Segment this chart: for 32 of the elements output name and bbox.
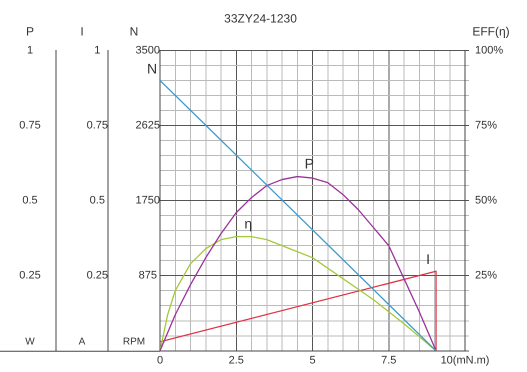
y-axis-title: N	[130, 24, 138, 39]
y3-tick-label: 0.5	[90, 194, 105, 207]
y-tick-label: 1750	[136, 194, 160, 207]
text: W	[25, 336, 36, 348]
y2-axis-title: EFF(η)	[472, 24, 510, 39]
y2-tick-label: 50%	[475, 194, 498, 207]
x-tick-label: 2.5	[228, 354, 244, 366]
text: 0.75	[19, 120, 41, 132]
y-tick-label: 3500	[136, 44, 160, 56]
series-label: N	[146, 60, 158, 76]
text: 1	[26, 44, 34, 56]
chart-title: 33ZY24-1230	[224, 12, 298, 26]
y2-tick-label: 25%	[475, 270, 498, 282]
x-tick-label: 10(mN.m)	[440, 354, 490, 366]
y2-tick-label: 75%	[475, 120, 498, 132]
y-tick-label: 2625	[136, 120, 160, 132]
text: RPM	[122, 336, 146, 348]
y2-tick-label: 100%	[475, 44, 504, 56]
y3-tick-label: 0.75	[86, 120, 108, 132]
y3-tick-label: 0.25	[86, 270, 108, 282]
text: 0.5	[22, 194, 38, 207]
text: A	[78, 336, 86, 348]
text: 0.25	[19, 270, 41, 282]
series-label: η	[244, 216, 252, 232]
series-label: I	[426, 251, 430, 268]
x-tick-label: 5	[309, 354, 316, 366]
y3-tick-label: 1	[94, 44, 100, 56]
y-tick-label: 875	[138, 270, 157, 282]
y3-axis-title: P	[26, 24, 34, 39]
x-tick-label: 7.5	[381, 354, 396, 366]
text: I	[80, 24, 84, 39]
x-tick-label: 0	[156, 354, 164, 366]
